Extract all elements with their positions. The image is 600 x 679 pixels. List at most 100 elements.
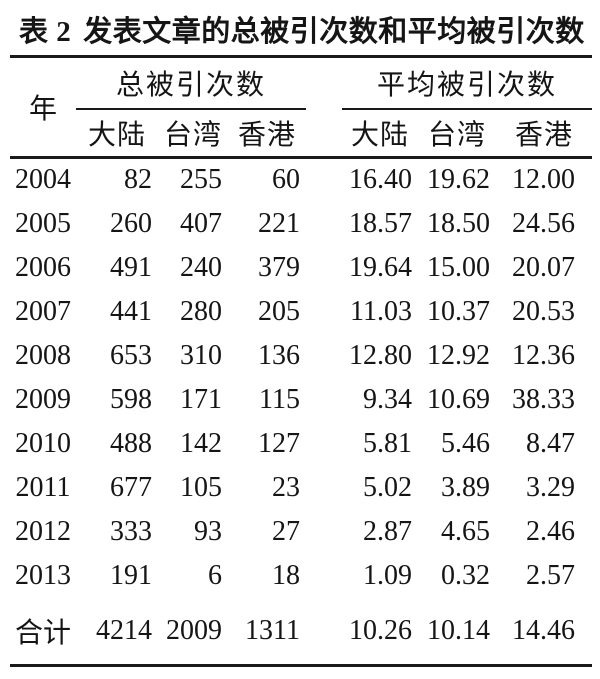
data-cell: 10.37: [427, 295, 491, 327]
subheader-total-hongkong: 香港: [228, 108, 307, 159]
group-gap: [306, 56, 343, 159]
data-cell: 5.81: [363, 427, 413, 459]
citations-table: 年 总被引次数 平均被引次数 大陆 台湾 香港 大陆 台湾 香港 2004 82…: [10, 55, 593, 667]
data-cell: 12.00: [512, 164, 576, 196]
column-gap: [306, 422, 342, 466]
data-cell: 205: [258, 295, 301, 327]
data-cell: 10.69: [427, 383, 491, 415]
subheader-total-mainland: 大陆: [76, 108, 158, 159]
data-cell: 127: [258, 427, 301, 459]
data-cell: 38.33: [512, 383, 576, 415]
data-cell: 240: [180, 251, 222, 283]
year-cell: 2006: [15, 251, 71, 283]
data-cell: 677: [110, 471, 152, 503]
data-cell: 18.57: [349, 207, 413, 239]
table-row: 2008 653 310 136 12.80 12.92 12.36: [10, 334, 592, 378]
total-citations-group-header: 总被引次数: [76, 56, 307, 110]
data-cell: 379: [258, 251, 301, 283]
data-cell: 105: [180, 471, 222, 503]
year-cell: 2009: [15, 383, 71, 415]
column-gap: [306, 290, 342, 334]
year-cell: 2011: [15, 471, 71, 503]
column-gap: [306, 554, 342, 598]
subheader-total-taiwan: 台湾: [158, 108, 228, 159]
year-cell: 2013: [15, 559, 71, 591]
data-cell: 93: [194, 515, 222, 547]
table-caption: 表 2 发表文章的总被引次数和平均被引次数: [0, 0, 600, 55]
column-gap: [306, 202, 342, 246]
data-cell: 11.03: [350, 295, 413, 327]
table-row: 2009 598 171 115 9.34 10.69 38.33: [10, 378, 592, 422]
column-gap: [306, 510, 342, 554]
data-cell: 171: [180, 383, 222, 415]
data-cell: 12.80: [349, 339, 413, 371]
data-cell: 14.46: [512, 614, 576, 646]
data-cell: 136: [258, 339, 301, 371]
data-cell: 20.07: [512, 251, 576, 283]
data-cell: 142: [180, 427, 222, 459]
data-cell: 9.34: [363, 383, 413, 415]
year-cell: 2010: [15, 427, 71, 459]
year-cell: 2004: [15, 164, 71, 196]
data-cell: 4.65: [441, 515, 491, 547]
subheader-avg-hongkong: 香港: [496, 108, 593, 159]
table-row: 2007 441 280 205 11.03 10.37 20.53: [10, 290, 592, 334]
data-cell: 6: [208, 559, 222, 591]
data-cell: 8.47: [526, 427, 576, 459]
data-cell: 333: [110, 515, 152, 547]
table-row: 2006 491 240 379 19.64 15.00 20.07: [10, 246, 592, 290]
column-gap: [306, 158, 342, 202]
year-cell: 2012: [15, 515, 71, 547]
column-gap: [306, 334, 342, 378]
data-cell: 18.50: [427, 207, 491, 239]
data-cell: 115: [259, 383, 301, 415]
data-cell: 2.57: [526, 559, 576, 591]
table-row: 2005 260 407 221 18.57 18.50 24.56: [10, 202, 592, 246]
data-cell: 3.29: [526, 471, 576, 503]
header-row-regions: 大陆 台湾 香港 大陆 台湾 香港: [10, 108, 593, 159]
data-cell: 24.56: [512, 207, 576, 239]
subheader-avg-mainland: 大陆: [342, 108, 419, 159]
data-cell: 2.46: [526, 515, 576, 547]
column-gap: [306, 378, 342, 422]
table-caption-label: 表 2: [19, 16, 72, 48]
year-cell: 2007: [15, 295, 71, 327]
data-cell: 19.62: [427, 164, 491, 196]
data-cell: 653: [110, 339, 152, 371]
data-cell: 19.64: [349, 251, 413, 283]
data-cell: 23: [272, 471, 301, 503]
table-row-total: 合计 4214 2009 1311 10.26 10.14 14.46: [10, 598, 592, 666]
table-caption-text: 发表文章的总被引次数和平均被引次数: [83, 16, 585, 48]
data-cell: 260: [110, 207, 152, 239]
data-cell: 221: [258, 207, 301, 239]
column-gap: [306, 598, 342, 666]
data-cell: 18: [272, 559, 301, 591]
data-cell: 5.02: [363, 471, 413, 503]
data-cell: 255: [180, 164, 222, 196]
data-cell: 2009: [166, 614, 222, 646]
data-cell: 20.53: [512, 295, 576, 327]
data-cell: 12.36: [512, 339, 576, 371]
data-cell: 191: [110, 559, 152, 591]
column-gap: [306, 246, 342, 290]
data-cell: 4214: [96, 614, 152, 646]
table-row: 2012 333 93 27 2.87 4.65 2.46: [10, 510, 592, 554]
table-row: 2010 488 142 127 5.81 5.46 8.47: [10, 422, 592, 466]
data-cell: 5.46: [441, 427, 491, 459]
subheader-avg-taiwan: 台湾: [418, 108, 497, 159]
year-cell: 2005: [15, 207, 71, 239]
data-cell: 598: [110, 383, 152, 415]
data-cell: 310: [180, 339, 222, 371]
table-row: 2004 82 255 60 16.40 19.62 12.00: [10, 158, 592, 202]
data-cell: 488: [110, 427, 152, 459]
table-row: 2011 677 105 23 5.02 3.89 3.29: [10, 466, 592, 510]
year-cell: 2008: [15, 339, 71, 371]
data-cell: 1311: [245, 614, 301, 646]
avg-citations-group-header: 平均被引次数: [342, 56, 593, 110]
data-cell: 491: [110, 251, 152, 283]
data-cell: 1.09: [363, 559, 413, 591]
data-cell: 280: [180, 295, 222, 327]
data-cell: 27: [272, 515, 301, 547]
data-cell: 10.26: [349, 614, 413, 646]
